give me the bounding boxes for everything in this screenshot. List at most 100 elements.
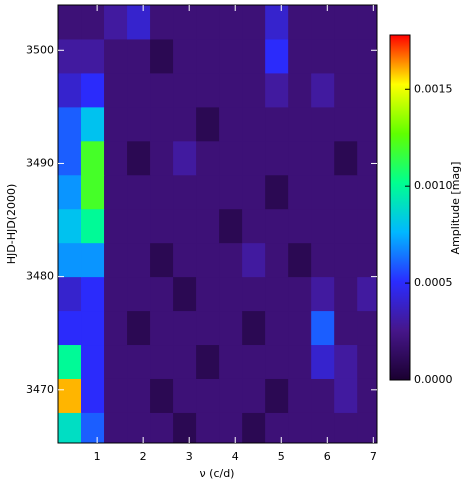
heatmap-cell	[311, 106, 335, 142]
heatmap-cell	[357, 378, 377, 413]
heatmap-cell	[81, 344, 105, 379]
heatmap-cell	[242, 174, 266, 210]
heatmap-cell	[311, 242, 335, 278]
heatmap-cell	[311, 174, 335, 210]
heatmap-cell	[173, 276, 197, 312]
heatmap-cell	[81, 140, 105, 176]
heatmap-cell	[173, 412, 197, 443]
heatmap-cell	[196, 72, 220, 108]
heatmap-cell	[127, 106, 151, 142]
heatmap-cell	[127, 208, 151, 244]
y-tick-label: 3480	[26, 270, 54, 283]
heatmap-cell	[265, 140, 289, 176]
heatmap-cell	[58, 5, 82, 40]
heatmap-cell	[104, 344, 128, 379]
heatmap-cell	[242, 276, 266, 312]
heatmap-cell	[311, 378, 335, 413]
heatmap-cell	[311, 412, 335, 443]
heatmap-cell	[58, 310, 82, 346]
heatmap-cell	[81, 72, 105, 108]
heatmap-cell	[58, 140, 82, 176]
heatmap-cell	[219, 72, 243, 108]
x-tick-label: 4	[232, 450, 239, 463]
heatmap-cell	[219, 242, 243, 278]
y-tick-label: 3500	[26, 43, 54, 56]
heatmap-cell	[173, 310, 197, 346]
heatmap-cell	[288, 174, 312, 210]
heatmap-cell	[288, 106, 312, 142]
heatmap-cell	[196, 344, 220, 379]
heatmap-cell	[150, 140, 174, 176]
heatmap-cell	[127, 344, 151, 379]
heatmap-cell	[265, 38, 289, 74]
heatmap-cell	[58, 174, 82, 210]
heatmap-cell	[150, 276, 174, 312]
heatmap-cell	[173, 378, 197, 413]
heatmap-cell	[196, 208, 220, 244]
heatmap-cell	[150, 106, 174, 142]
heatmap-cell	[81, 310, 105, 346]
heatmap-cell	[357, 72, 377, 108]
heatmap-cell	[311, 208, 335, 244]
heatmap-cell	[127, 174, 151, 210]
heatmap-cell	[104, 38, 128, 74]
heatmap-cell	[242, 5, 266, 40]
heatmap-cell	[104, 5, 128, 40]
heatmap-cell	[334, 208, 358, 244]
plot-frame	[57, 4, 378, 444]
heatmap-cell	[311, 72, 335, 108]
heatmap-cell	[150, 5, 174, 40]
heatmap-cell	[265, 344, 289, 379]
heatmap-cell	[104, 412, 128, 443]
heatmap-cell	[196, 412, 220, 443]
heatmap-cell	[334, 72, 358, 108]
y-tick-label: 3490	[26, 156, 54, 169]
heatmap-cell	[196, 276, 220, 312]
heatmap-cell	[219, 106, 243, 142]
x-tick-label: 1	[94, 450, 101, 463]
heatmap-cell	[311, 310, 335, 346]
heatmap-cell	[357, 208, 377, 244]
heatmap-cell	[334, 140, 358, 176]
x-tick-label: 5	[278, 450, 285, 463]
heatmap-cell	[196, 106, 220, 142]
heatmap-cell	[242, 72, 266, 108]
heatmap-cell	[81, 412, 105, 443]
heatmap-cell	[242, 378, 266, 413]
heatmap-cell	[150, 174, 174, 210]
heatmap-cell	[265, 106, 289, 142]
heatmap-cell	[173, 344, 197, 379]
heatmap-cell	[242, 310, 266, 346]
heatmap-cell	[173, 106, 197, 142]
heatmap-cell	[196, 378, 220, 413]
colorbar	[389, 34, 411, 381]
heatmap-cell	[127, 412, 151, 443]
heatmap-cell	[150, 72, 174, 108]
heatmap-cell	[104, 242, 128, 278]
colorbar-tick-label: 0.0005	[414, 276, 453, 289]
heatmap-cell	[242, 106, 266, 142]
heatmap-cell	[265, 412, 289, 443]
heatmap-cell	[173, 140, 197, 176]
heatmap-cell	[242, 344, 266, 379]
heatmap-cell	[127, 5, 151, 40]
heatmap-cell	[288, 5, 312, 40]
heatmap-cell	[288, 208, 312, 244]
heatmap-cell	[334, 174, 358, 210]
heatmap-cell	[58, 344, 82, 379]
heatmap-cell	[127, 140, 151, 176]
heatmap-cell	[196, 242, 220, 278]
heatmap-cell	[357, 140, 377, 176]
heatmap-cell	[58, 208, 82, 244]
heatmap-cell	[127, 38, 151, 74]
heatmap-cell	[104, 276, 128, 312]
heatmap-cell	[334, 412, 358, 443]
heatmap-cell	[196, 174, 220, 210]
heatmap-cell	[104, 140, 128, 176]
heatmap-cell	[357, 106, 377, 142]
heatmap-cell	[81, 208, 105, 244]
heatmap-cell	[311, 38, 335, 74]
heatmap-cell	[196, 5, 220, 40]
colorbar-tick-label: 0.0000	[414, 373, 453, 386]
heatmap-cell	[357, 276, 377, 312]
